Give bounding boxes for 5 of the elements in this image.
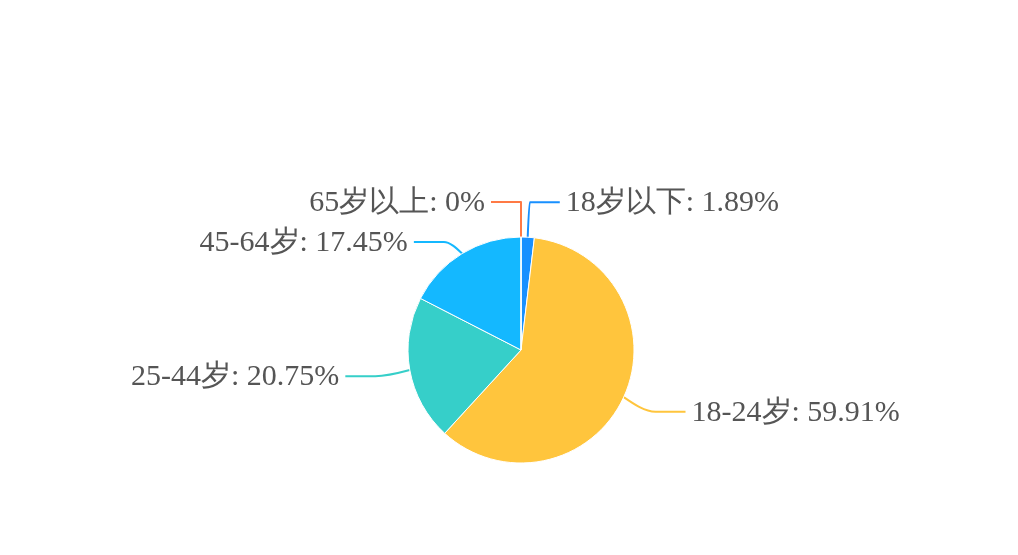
slice-label: 18-24岁: 59.91% <box>691 393 900 427</box>
slice-label: 45-64岁: 17.45% <box>199 224 408 257</box>
slice-label: 18岁以下: 1.89% <box>565 184 780 218</box>
slice-label: 25-44岁: 20.75% <box>131 358 340 392</box>
category-label: 65岁以上: 0% <box>309 184 485 217</box>
